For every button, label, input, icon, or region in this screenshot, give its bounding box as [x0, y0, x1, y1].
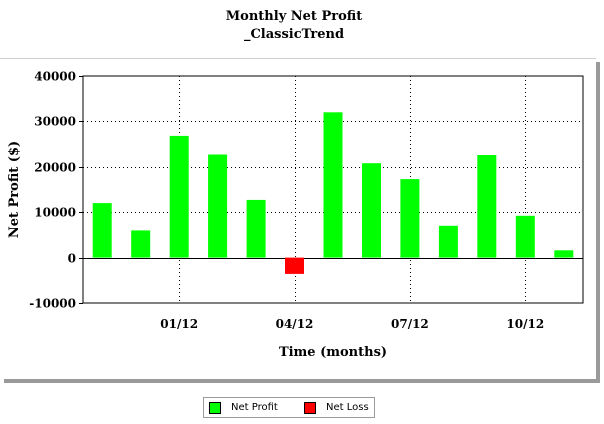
- bar-net-profit: [477, 155, 497, 258]
- legend-swatch-net-profit: [209, 402, 221, 414]
- bar-net-profit: [400, 179, 420, 258]
- bar-net-profit: [554, 250, 574, 258]
- bar-net-profit: [515, 215, 535, 258]
- bar-net-profit: [323, 112, 343, 258]
- y-tick-label: 0: [68, 252, 76, 266]
- bar-chart: -10000 0 10000 20000 30000 40000 01/12 04/12 07/…: [7, 70, 584, 360]
- x-tick-label: 10/12: [506, 317, 544, 331]
- plot-area: [82, 75, 584, 304]
- bar-net-loss: [285, 257, 304, 274]
- chart-title: Monthly Net Profit: [225, 9, 363, 24]
- y-axis-label: Net Profit ($): [7, 141, 22, 238]
- bar-net-profit: [131, 230, 151, 258]
- bar-net-profit: [169, 135, 189, 258]
- bar-net-profit: [208, 154, 228, 258]
- x-tick-label: 07/12: [391, 317, 429, 331]
- bar-net-profit: [92, 203, 112, 258]
- x-tick-label: 01/12: [160, 317, 198, 331]
- legend-swatch-net-loss: [304, 402, 316, 414]
- y-tick-label: 30000: [34, 115, 76, 129]
- y-tick-label: 20000: [34, 161, 76, 175]
- bar-net-profit: [362, 163, 381, 258]
- y-tick-label: -10000: [29, 297, 76, 311]
- legend: Net Profit Net Loss: [203, 397, 375, 418]
- bar-net-profit: [438, 225, 458, 258]
- x-axis-label: Time (months): [279, 345, 387, 360]
- y-tick-label: 10000: [34, 206, 76, 220]
- chart-subtitle: _ClassicTrend: [243, 27, 345, 42]
- x-tick-label: 04/12: [276, 317, 314, 331]
- legend-label-net-profit: Net Profit: [231, 402, 278, 413]
- legend-label-net-loss: Net Loss: [326, 402, 369, 413]
- y-tick-label: 40000: [34, 70, 76, 84]
- bar-net-profit: [246, 199, 266, 258]
